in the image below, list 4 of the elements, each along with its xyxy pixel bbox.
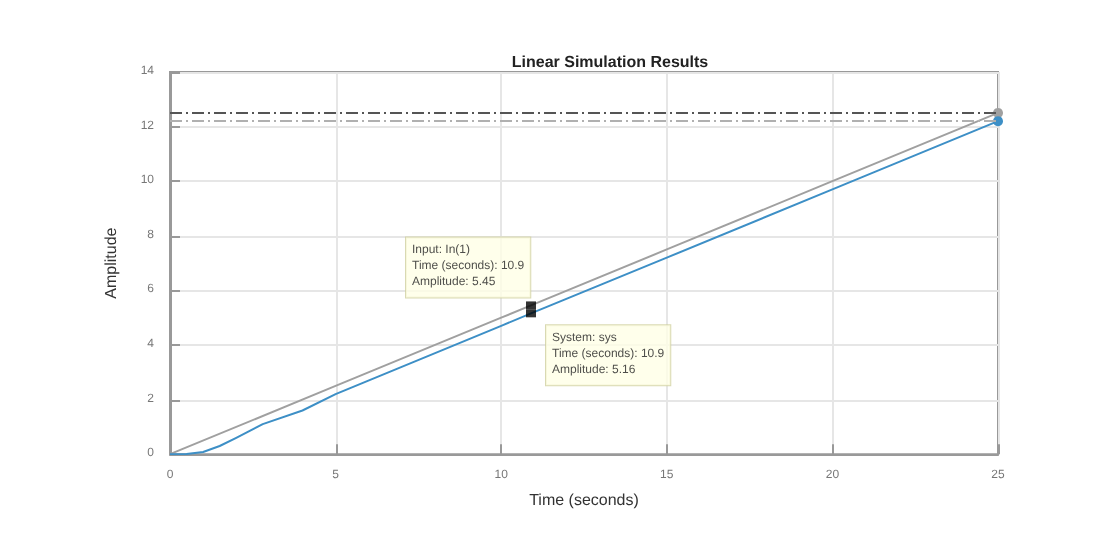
- x-axis-title: Time (seconds): [529, 491, 640, 509]
- y-axis-title: Amplitude: [101, 226, 120, 299]
- chart-title: Linear Simulation Results: [511, 53, 710, 71]
- point: [993, 116, 1003, 127]
